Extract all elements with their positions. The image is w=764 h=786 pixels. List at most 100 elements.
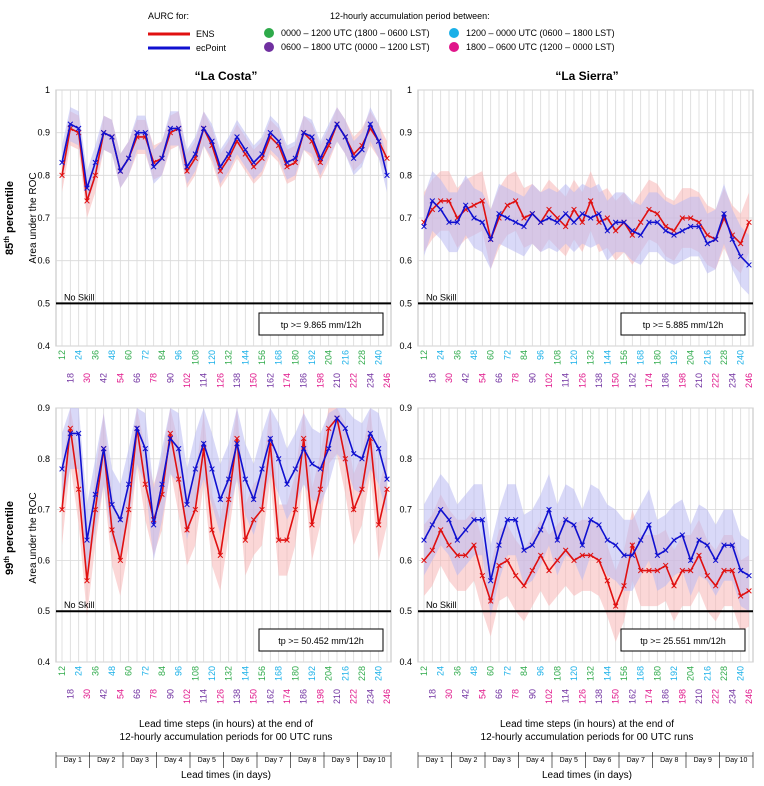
ecpoint-point bbox=[621, 219, 627, 226]
x-tick-label: 36 bbox=[90, 666, 100, 676]
day-label: Day 1 bbox=[426, 757, 444, 764]
x-tick-label: 156 bbox=[257, 350, 267, 365]
ecpoint-point bbox=[496, 542, 502, 548]
ecpoint-point bbox=[334, 121, 340, 127]
ecpoint-point bbox=[59, 466, 65, 472]
ens-point bbox=[662, 562, 669, 569]
x-tick-label: 132 bbox=[224, 666, 234, 681]
threshold-box bbox=[258, 628, 384, 652]
ens-point bbox=[317, 486, 324, 493]
y-tick-label: 0.6 bbox=[37, 256, 50, 266]
ecpoint-point bbox=[317, 155, 324, 162]
x-tick-label: 96 bbox=[174, 666, 184, 676]
legend-period-1-dot bbox=[264, 28, 274, 38]
x-tick-label: 192 bbox=[669, 350, 679, 365]
x-tick-label: 156 bbox=[619, 350, 629, 365]
ens-point bbox=[537, 552, 544, 559]
x-tick-label: 240 bbox=[374, 666, 384, 681]
ecpoint-point bbox=[200, 125, 207, 132]
x-tick-label: 174 bbox=[282, 373, 292, 388]
ens-point bbox=[84, 198, 90, 204]
x-tick-label: 192 bbox=[669, 666, 679, 681]
ecpoint-point bbox=[292, 155, 299, 162]
y-tick-label: 0.6 bbox=[399, 555, 412, 565]
ens-point bbox=[704, 572, 711, 579]
ecpoint-point bbox=[604, 537, 611, 543]
ecpoint-point bbox=[662, 228, 669, 234]
x-tick-label: 246 bbox=[744, 689, 754, 704]
x-tick-label: 114 bbox=[199, 689, 209, 703]
threshold-box bbox=[620, 312, 746, 336]
ecpoint-point bbox=[209, 138, 215, 144]
ens-point bbox=[125, 506, 132, 513]
threshold-label: tp >= 5.885 mm/12h bbox=[643, 320, 724, 330]
ecpoint-point bbox=[67, 430, 74, 437]
ens-point bbox=[579, 219, 586, 226]
ecpoint-point bbox=[721, 542, 727, 548]
ens-point bbox=[225, 496, 232, 503]
day-label: Day 3 bbox=[131, 757, 149, 764]
ecpoint-point bbox=[654, 552, 661, 559]
ecpoint-point bbox=[637, 232, 644, 238]
ens-point bbox=[737, 593, 744, 599]
x-tick-label: 84 bbox=[519, 666, 529, 676]
ecpoint-point bbox=[654, 219, 661, 226]
x-tick-label: 156 bbox=[619, 666, 629, 681]
ecpoint-point bbox=[67, 121, 74, 127]
ecpoint-point bbox=[687, 557, 694, 564]
x-tick-label: 90 bbox=[165, 373, 175, 383]
ecpoint-point bbox=[92, 159, 99, 166]
legend-aurc-title: AURC for: bbox=[148, 11, 189, 21]
ecpoint-point bbox=[384, 172, 390, 179]
ens-point bbox=[192, 506, 199, 513]
ens-point bbox=[612, 603, 619, 609]
ecpoint-point bbox=[367, 430, 374, 437]
x-tick-label: 216 bbox=[702, 666, 712, 681]
ecpoint-point bbox=[159, 155, 165, 162]
ecpoint-point bbox=[250, 159, 257, 166]
legend-period-4-label: 1800 – 0600 UTC (1200 – 0000 LST) bbox=[466, 42, 615, 52]
ecpoint-point bbox=[646, 522, 652, 528]
y-tick-label: 0.8 bbox=[37, 454, 50, 464]
x-tick-label: 102 bbox=[182, 689, 192, 704]
ecpoint-point bbox=[429, 198, 436, 204]
ens-point bbox=[637, 567, 644, 574]
x-tick-label: 198 bbox=[315, 689, 325, 704]
x-tick-label: 12 bbox=[57, 350, 67, 360]
ecpoint-point bbox=[192, 466, 199, 472]
ens-point bbox=[604, 577, 611, 584]
x-tick-label: 48 bbox=[469, 350, 479, 360]
x-tick-label: 24 bbox=[436, 350, 446, 360]
ecpoint-point bbox=[100, 129, 107, 136]
legend-period-3-label: 1200 – 0000 UTC (0600 – 1800 LST) bbox=[466, 28, 615, 38]
x-tick-label: 180 bbox=[652, 350, 662, 365]
ecpoint-point bbox=[125, 481, 132, 487]
ens-point bbox=[59, 506, 65, 513]
threshold-label: tp >= 9.865 mm/12h bbox=[281, 320, 362, 330]
x-tick-label: 162 bbox=[265, 373, 275, 388]
x-tick-label: 18 bbox=[65, 689, 75, 699]
ens-point bbox=[292, 506, 299, 513]
ecpoint-point bbox=[421, 223, 427, 230]
ens-point bbox=[746, 219, 752, 226]
ecpoint-point bbox=[92, 491, 99, 498]
x-tick-label: 162 bbox=[265, 689, 275, 704]
ecpoint-point bbox=[504, 215, 511, 221]
x-tick-label: 102 bbox=[182, 373, 192, 388]
ecpoint-point bbox=[587, 517, 594, 523]
ecpoint-point bbox=[512, 219, 519, 226]
ens-point bbox=[359, 486, 365, 493]
x-tick-label: 138 bbox=[594, 373, 604, 388]
ecpoint-point bbox=[384, 476, 390, 482]
ens-point bbox=[704, 232, 711, 238]
x-tick-label: 84 bbox=[519, 350, 529, 360]
ens-point bbox=[562, 547, 569, 553]
ecpoint-point bbox=[704, 542, 711, 548]
ens-point bbox=[462, 552, 469, 559]
x-tick-label: 198 bbox=[677, 689, 687, 704]
ens-point bbox=[646, 206, 652, 213]
legend-period-4-dot bbox=[449, 42, 459, 52]
ecpoint-point bbox=[225, 476, 232, 482]
y-tick-label: 0.6 bbox=[37, 555, 50, 565]
x-tick-label: 162 bbox=[627, 373, 637, 388]
